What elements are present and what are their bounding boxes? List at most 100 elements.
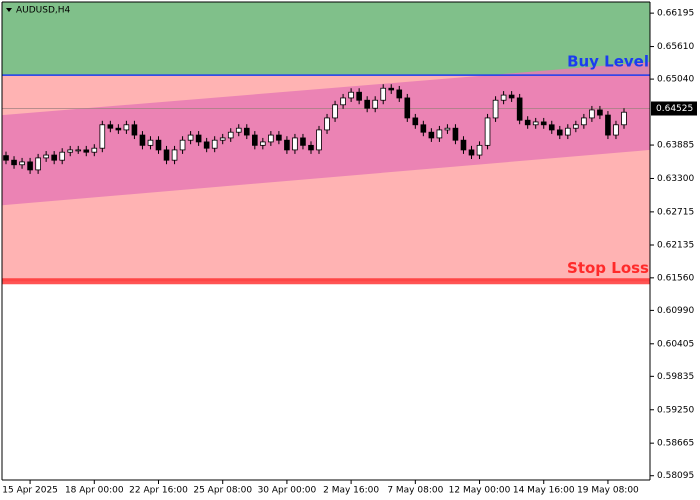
candle-body	[195, 134, 202, 143]
candle-body	[444, 127, 451, 131]
candle-body	[59, 151, 65, 161]
candle-body	[43, 154, 49, 159]
candle-body	[348, 91, 354, 99]
candle-body	[107, 124, 114, 129]
candle-body	[300, 137, 306, 146]
candle-body	[508, 94, 515, 99]
candle-body	[276, 134, 282, 141]
candle-body	[187, 134, 194, 141]
candle-body	[163, 149, 170, 161]
candle-body	[316, 129, 322, 151]
candle-body	[155, 139, 162, 151]
candle-body	[67, 149, 74, 153]
y-tick-label: 0.60405	[657, 339, 694, 349]
x-tick-label: 7 May 08:00	[387, 486, 443, 496]
candle-body	[332, 104, 338, 119]
x-tick-label: 30 Apr 00:00	[258, 486, 317, 496]
candle-body	[243, 127, 250, 136]
candle-body	[235, 127, 242, 133]
candle-body	[260, 141, 266, 146]
zones	[2, 2, 650, 282]
candle-body	[589, 109, 595, 119]
current-price-label: 0.64525	[656, 104, 693, 114]
candle-body	[565, 127, 571, 136]
candle-body	[203, 141, 210, 149]
candle-body	[540, 121, 547, 126]
candle-body	[268, 134, 274, 143]
candle-body	[420, 124, 427, 133]
y-tick-label: 0.61560	[657, 273, 694, 283]
candle-body	[428, 131, 435, 139]
x-tick-label: 19 May 08:00	[577, 486, 639, 496]
candle-body	[179, 139, 186, 151]
x-tick-label: 18 Apr 00:00	[65, 486, 124, 496]
candle-body	[404, 97, 411, 119]
candle-body	[388, 87, 395, 91]
buy-level-label: Buy Level	[567, 53, 649, 71]
candle-body	[35, 157, 41, 171]
candle-body	[91, 147, 98, 153]
profit-zone	[2, 2, 650, 76]
candle-body	[292, 137, 298, 151]
candle-body	[581, 117, 587, 126]
chart-title: AUDUSD,H4	[16, 6, 71, 16]
candle-body	[308, 144, 314, 151]
candle-body	[460, 139, 467, 151]
y-tick-label: 0.59835	[657, 372, 694, 382]
x-tick-label: 14 May 16:00	[513, 486, 575, 496]
x-tick-label: 2 May 16:00	[323, 486, 379, 496]
candle-body	[3, 155, 9, 161]
candles	[3, 84, 627, 174]
candle-body	[500, 94, 507, 101]
candle-body	[131, 124, 138, 136]
candle-body	[372, 99, 378, 109]
candle-body	[284, 139, 290, 151]
candle-body	[147, 139, 154, 146]
candle-body	[211, 139, 218, 149]
trend-channel	[2, 61, 650, 206]
candle-body	[99, 124, 106, 149]
candle-body	[171, 149, 178, 161]
candle-body	[605, 114, 611, 136]
y-tick-label: 0.58095	[657, 471, 694, 481]
candle-body	[340, 97, 346, 106]
current-price-box	[651, 101, 697, 116]
candle-body	[251, 134, 258, 146]
x-tick-label: 22 Apr 16:00	[129, 486, 188, 496]
candle-body	[27, 161, 33, 171]
candle-body	[11, 159, 17, 166]
stop-loss-label: Stop Loss	[567, 259, 649, 277]
candle-body	[573, 124, 579, 129]
candle-body	[364, 99, 370, 109]
candle-body	[51, 154, 57, 161]
y-tick-label: 0.63885	[657, 141, 694, 151]
y-tick-label: 0.62135	[657, 240, 694, 250]
candle-body	[452, 127, 459, 141]
candle-body	[219, 137, 226, 141]
overlay: Buy Level Stop Loss	[2, 53, 650, 285]
candle-body	[524, 119, 531, 126]
y-tick-label: 0.66195	[657, 9, 694, 19]
candle-body	[356, 91, 362, 101]
y-tick-label: 0.65040	[657, 75, 694, 85]
x-tick-label: 12 May 00:00	[449, 486, 511, 496]
x-tick-label: 25 Apr 08:00	[193, 486, 252, 496]
menu-arrow	[6, 8, 12, 12]
candle-body	[548, 124, 555, 131]
candle-body	[492, 99, 499, 119]
candle-body	[476, 144, 483, 156]
candle-body	[380, 87, 387, 101]
y-tick-label: 0.59250	[657, 405, 694, 415]
candle-body	[115, 127, 122, 131]
candle-body	[396, 89, 403, 99]
candle-body	[484, 117, 491, 146]
candle-body	[19, 161, 25, 166]
candle-body	[516, 97, 523, 121]
candle-body	[597, 109, 603, 116]
candle-body	[412, 117, 419, 126]
candle-body	[324, 117, 330, 131]
y-tick-label: 0.58665	[657, 439, 694, 449]
candle-body	[468, 149, 475, 156]
